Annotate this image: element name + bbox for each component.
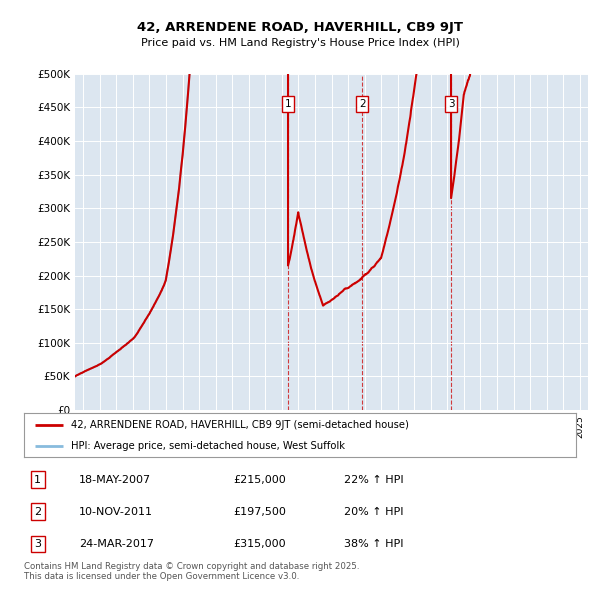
Text: 3: 3 [448,99,454,109]
Text: Price paid vs. HM Land Registry's House Price Index (HPI): Price paid vs. HM Land Registry's House … [140,38,460,48]
Text: 2: 2 [34,507,41,517]
Text: 22% ↑ HPI: 22% ↑ HPI [344,475,404,484]
Text: 24-MAR-2017: 24-MAR-2017 [79,539,154,549]
Text: £215,000: £215,000 [234,475,287,484]
Text: 1: 1 [34,475,41,484]
Text: 42, ARRENDENE ROAD, HAVERHILL, CB9 9JT: 42, ARRENDENE ROAD, HAVERHILL, CB9 9JT [137,21,463,34]
Text: 38% ↑ HPI: 38% ↑ HPI [344,539,404,549]
Text: 20% ↑ HPI: 20% ↑ HPI [344,507,404,517]
Text: 3: 3 [34,539,41,549]
Text: 1: 1 [285,99,292,109]
Text: 42, ARRENDENE ROAD, HAVERHILL, CB9 9JT (semi-detached house): 42, ARRENDENE ROAD, HAVERHILL, CB9 9JT (… [71,421,409,430]
Text: 2: 2 [359,99,365,109]
Text: £315,000: £315,000 [234,539,286,549]
Text: 10-NOV-2011: 10-NOV-2011 [79,507,153,517]
Text: £197,500: £197,500 [234,507,287,517]
Text: Contains HM Land Registry data © Crown copyright and database right 2025.
This d: Contains HM Land Registry data © Crown c… [24,562,359,581]
Text: HPI: Average price, semi-detached house, West Suffolk: HPI: Average price, semi-detached house,… [71,441,345,451]
Text: 18-MAY-2007: 18-MAY-2007 [79,475,151,484]
